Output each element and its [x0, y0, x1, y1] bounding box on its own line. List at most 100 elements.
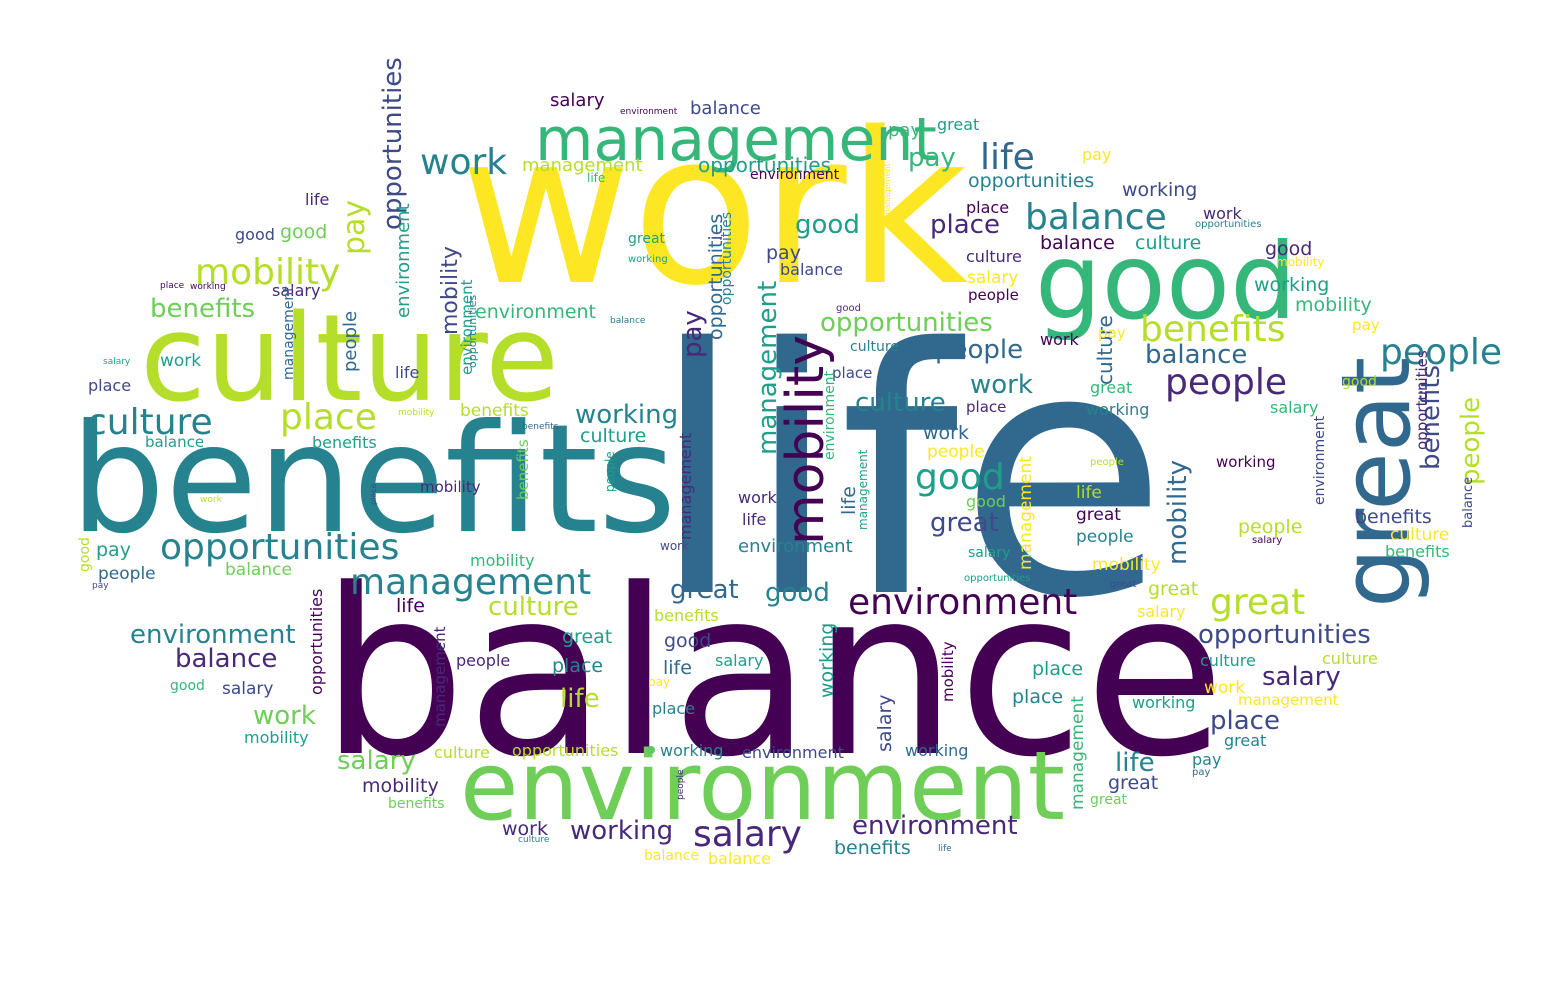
- cloud-word-management: management: [1068, 696, 1088, 810]
- cloud-word-balance: balance: [690, 98, 761, 119]
- cloud-word-life: life: [1115, 748, 1155, 778]
- cloud-word-opportunities: opportunities: [307, 588, 326, 695]
- cloud-word-mobility: mobility: [1295, 294, 1372, 316]
- cloud-word-good: good: [664, 630, 712, 652]
- cloud-word-environment: environment: [738, 536, 853, 557]
- cloud-word-work: work: [1203, 204, 1242, 223]
- cloud-word-life: life: [650, 277, 1168, 673]
- cloud-word-place: place: [160, 281, 185, 291]
- cloud-word-life: life: [587, 171, 606, 185]
- cloud-word-salary: salary: [1137, 602, 1186, 621]
- cloud-word-opportunities: opportunities: [964, 573, 1031, 584]
- cloud-word-management: management: [535, 105, 937, 175]
- cloud-word-salary: salary: [550, 90, 605, 111]
- cloud-word-people: people: [1238, 516, 1303, 538]
- cloud-word-benefits: benefits: [522, 422, 559, 432]
- cloud-word-life: life: [742, 510, 767, 529]
- cloud-word-salary: salary: [1252, 535, 1283, 546]
- cloud-word-good: good: [235, 225, 275, 244]
- cloud-word-people: people: [340, 310, 361, 372]
- cloud-word-pay: pay: [1352, 316, 1380, 334]
- cloud-word-benefits: benefits: [834, 837, 911, 859]
- cloud-word-culture: culture: [140, 290, 560, 429]
- cloud-word-benefits: benefits: [70, 393, 677, 567]
- cloud-word-environment: environment: [393, 203, 414, 318]
- cloud-word-good: good: [170, 678, 205, 694]
- cloud-word-life: life: [396, 595, 425, 617]
- cloud-word-balance: balance: [145, 433, 205, 451]
- cloud-word-work: work: [502, 818, 548, 840]
- cloud-word-work: work: [160, 351, 202, 371]
- cloud-word-working: working: [1086, 400, 1150, 419]
- cloud-word-balance: balance: [1040, 232, 1115, 254]
- cloud-word-management: management: [1016, 456, 1036, 570]
- cloud-word-opportunities: opportunities: [466, 294, 479, 368]
- cloud-word-salary: salary: [103, 357, 131, 367]
- cloud-word-pay: pay: [1098, 324, 1126, 342]
- cloud-word-mobility: mobility: [244, 728, 309, 747]
- cloud-word-life: life: [395, 363, 420, 382]
- cloud-word-work: work: [970, 370, 1033, 400]
- cloud-word-work: work: [420, 142, 508, 183]
- cloud-word-working: working: [628, 254, 668, 265]
- cloud-word-great: great: [562, 626, 613, 648]
- cloud-word-people: people: [1380, 332, 1503, 373]
- cloud-word-mobility: mobility: [362, 775, 439, 797]
- cloud-word-great: great: [937, 115, 980, 134]
- cloud-word-salary: salary: [1270, 398, 1319, 417]
- cloud-word-culture: culture: [966, 247, 1022, 266]
- cloud-word-culture: culture: [1322, 649, 1378, 668]
- cloud-word-life: life: [1076, 483, 1102, 503]
- cloud-word-mobility: mobility: [470, 551, 535, 570]
- cloud-word-people: people: [676, 769, 686, 800]
- cloud-word-balance: balance: [780, 260, 843, 279]
- cloud-word-life: life: [663, 657, 692, 679]
- cloud-word-working: working: [660, 741, 724, 760]
- cloud-word-salary: salary: [693, 814, 802, 855]
- cloud-word-great: great: [1076, 505, 1121, 525]
- cloud-word-management: management: [753, 280, 783, 455]
- cloud-word-salary: salary: [968, 545, 1011, 561]
- cloud-word-environment: environment: [742, 743, 844, 762]
- cloud-word-work: work: [253, 701, 316, 731]
- cloud-word-working: working: [570, 816, 674, 846]
- cloud-word-environment: environment: [1312, 415, 1328, 505]
- cloud-word-benefits: benefits: [388, 796, 445, 812]
- cloud-word-place: place: [1012, 686, 1064, 708]
- cloud-word-people: people: [1165, 362, 1288, 403]
- cloud-word-working: working: [1122, 179, 1198, 201]
- cloud-word-working: working: [1132, 693, 1196, 712]
- cloud-word-opportunities: opportunities: [512, 741, 619, 760]
- cloud-word-great: great: [670, 575, 739, 605]
- cloud-word-life: life: [560, 684, 600, 714]
- cloud-word-balance: balance: [175, 644, 278, 674]
- cloud-word-management: management: [522, 155, 643, 176]
- cloud-word-pay: pay: [888, 120, 922, 141]
- cloud-word-management: management: [883, 163, 892, 217]
- cloud-word-culture: culture: [488, 592, 579, 622]
- cloud-word-benefits: benefits: [1355, 506, 1432, 528]
- cloud-word-salary: salary: [874, 694, 896, 752]
- cloud-word-mobility: mobility: [939, 641, 957, 702]
- cloud-word-working: working: [816, 622, 838, 698]
- cloud-word-place: place: [966, 398, 1007, 416]
- cloud-word-benefits: benefits: [654, 606, 719, 625]
- cloud-word-great: great: [1224, 731, 1267, 750]
- cloud-word-balance: balance: [320, 541, 1226, 808]
- cloud-word-pay: pay: [1192, 767, 1211, 778]
- cloud-word-salary: salary: [272, 281, 321, 300]
- cloud-word-management: management: [431, 626, 449, 727]
- cloud-word-work: work: [1040, 330, 1079, 349]
- cloud-word-opportunities: opportunities: [820, 308, 993, 338]
- cloud-word-culture: culture: [850, 339, 899, 355]
- cloud-word-pay: pay: [908, 143, 956, 173]
- cloud-word-place: place: [930, 210, 1000, 240]
- cloud-word-culture: culture: [518, 835, 550, 845]
- cloud-word-place: place: [1210, 706, 1280, 736]
- cloud-word-mobility: mobility: [420, 478, 481, 496]
- cloud-word-people: people: [935, 335, 1024, 365]
- cloud-word-good: good: [1265, 238, 1313, 260]
- cloud-word-working: working: [190, 282, 226, 292]
- cloud-word-culture: culture: [87, 402, 213, 443]
